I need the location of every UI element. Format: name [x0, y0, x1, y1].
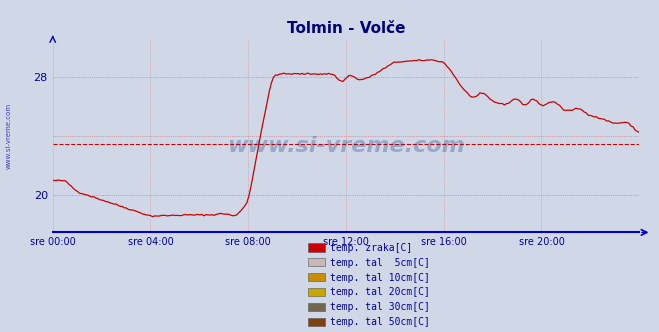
Title: Tolmin - Volče: Tolmin - Volče [287, 21, 405, 36]
Text: www.si-vreme.com: www.si-vreme.com [5, 103, 12, 169]
Legend: temp. zraka[C], temp. tal  5cm[C], temp. tal 10cm[C], temp. tal 20cm[C], temp. t: temp. zraka[C], temp. tal 5cm[C], temp. … [308, 243, 430, 327]
Text: www.si-vreme.com: www.si-vreme.com [227, 136, 465, 156]
